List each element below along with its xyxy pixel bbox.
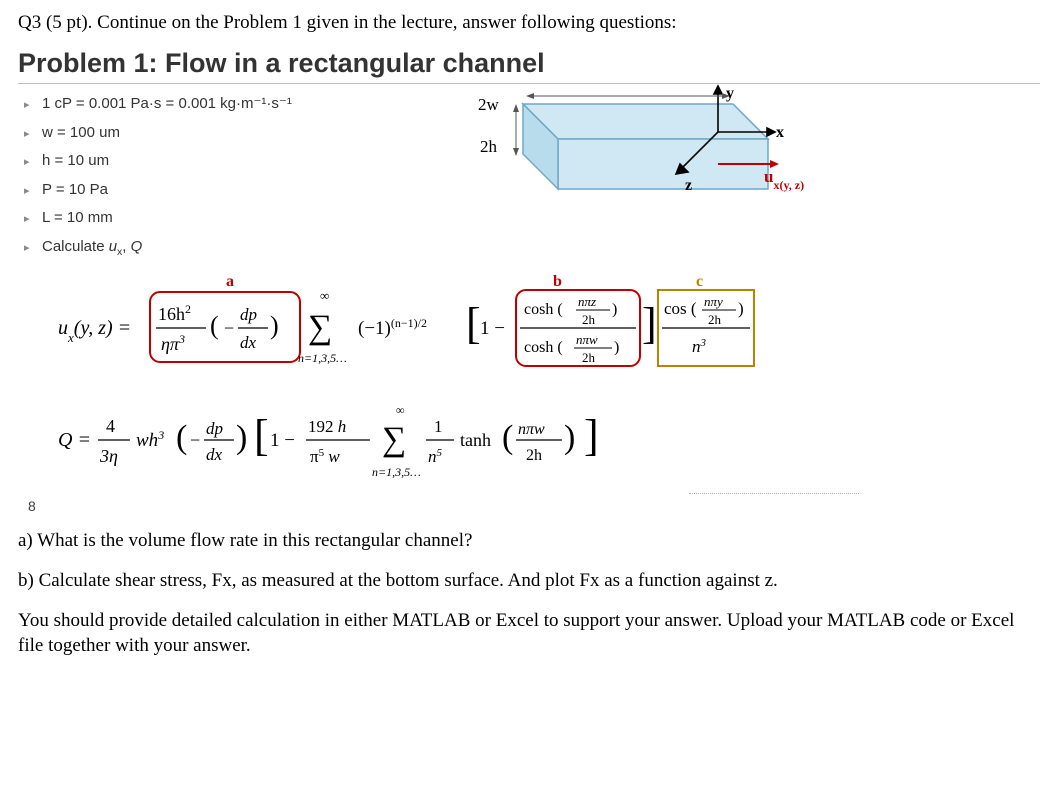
channel-diagram: y x z ux(y, z) 2w 2h — [418, 84, 838, 244]
eq1-n3: n3 — [692, 337, 707, 356]
dim-2w-label: 2w — [478, 95, 500, 114]
eq1-sum-top: ∞ — [320, 288, 329, 303]
axis-x-label: x — [776, 124, 784, 141]
eq2-rbracket: ] — [584, 411, 599, 460]
eq1-cosh-top-den: 2h — [582, 312, 596, 327]
eq2-f1top: 4 — [106, 416, 115, 436]
eq2-f1bot: 3η — [99, 446, 118, 466]
eq1-dp: dp — [240, 305, 257, 324]
eq1-lparen: ( — [210, 311, 219, 340]
channel-top-face — [523, 104, 768, 139]
eq1-power: (−1)(n−1)/2 — [358, 316, 427, 339]
dim-2h-label: 2h — [480, 137, 498, 156]
eq2-tanh-top: nπw — [518, 421, 545, 438]
problem-heading: Problem 1: Flow in a rectangular channel — [18, 48, 1040, 79]
eq1-cosh-bot-arg: nπw — [576, 332, 598, 347]
eq2-sum-top: ∞ — [396, 403, 405, 417]
eq1-neg: − — [224, 318, 234, 338]
equation-ux: a b c ux(y, z) = 16h2 ηπ3 ( − dp dx ) ∞ … — [58, 272, 1040, 388]
svg-text:): ) — [738, 299, 744, 318]
eq2-dp: dp — [206, 419, 223, 438]
eq2-wh3: wh3 — [136, 428, 164, 451]
axis-y-label: y — [726, 85, 734, 102]
eq1-sum-bot: n=1,3,5… — [298, 351, 347, 365]
eq2-f2top: 192 h — [308, 417, 346, 436]
eq2-tanh: tanh — [460, 430, 491, 450]
svg-text:): ) — [612, 301, 617, 318]
eq2-rparen: ) — [236, 419, 247, 456]
dotted-underline — [689, 493, 859, 494]
eq2-sum-bot: n=1,3,5… — [372, 465, 421, 479]
eq2-neg: − — [190, 430, 200, 450]
eq1-cosh-bot-den: 2h — [582, 350, 596, 365]
eq2-sigma: ∑ — [382, 421, 406, 458]
eq2-lparen: ( — [176, 419, 187, 456]
eq2-tanh-bot: 2h — [526, 447, 542, 464]
axis-z-label: z — [685, 177, 692, 194]
eq1-tag-a: a — [226, 273, 234, 290]
eq2-rparen2: ) — [564, 419, 575, 456]
calc-label: Calculate ux, Q — [42, 238, 142, 255]
eq1-cosh-top-arg: nπz — [578, 294, 596, 309]
eq1-lhs: ux(y, z) = — [58, 317, 131, 345]
part-a: a) What is the volume flow rate in this … — [18, 528, 1040, 554]
eq1-tag-c: c — [696, 273, 703, 290]
eq1-lbracket: [ — [466, 299, 481, 348]
eq1-one: 1 − — [480, 318, 505, 339]
eq1-frac-top: 16h2 — [158, 302, 191, 324]
part-b: b) Calculate shear stress, Fx, as measur… — [18, 568, 1040, 594]
eq2-invbot: n5 — [428, 447, 443, 466]
eq1-dx: dx — [240, 333, 257, 352]
eq1-cos-top: nπy — [704, 294, 723, 309]
question-prompt: Q3 (5 pt). Continue on the Problem 1 giv… — [18, 12, 1040, 34]
eq1-tag-b: b — [553, 273, 562, 290]
eq2-lead: 1 − — [270, 430, 295, 451]
eq2-lhs: Q = — [58, 429, 91, 451]
eq1-cos: cos ( — [664, 299, 697, 318]
eq2-dx: dx — [206, 445, 223, 464]
eq2-f2bot: π5 w — [310, 447, 340, 466]
problem-body: 1 cP = 0.001 Pa·s = 0.001 kg·m⁻¹·s⁻¹ w =… — [18, 90, 1040, 262]
eq1-cos-den: 2h — [708, 312, 722, 327]
eq2-lbracket: [ — [254, 411, 269, 460]
eq2-invtop: 1 — [434, 417, 443, 436]
eq1-cosh-top: cosh ( — [524, 301, 563, 318]
equation-Q: Q = 4 3η wh3 ( − dp dx ) [ 1 − 192 h π5 … — [58, 396, 1040, 494]
eq1-frac-bot: ηπ3 — [161, 332, 185, 354]
eq1-rparen: ) — [270, 311, 279, 340]
svg-text:): ) — [614, 339, 619, 356]
eq2-lparen2: ( — [502, 419, 513, 456]
eq1-sigma: ∑ — [308, 309, 332, 346]
slide-number: 8 — [28, 498, 1040, 514]
eq1-rbracket: ] — [642, 299, 657, 348]
ux-label: ux(y, z) — [764, 167, 804, 192]
eq1-cosh-bot: cosh ( — [524, 339, 563, 356]
instructions: You should provide detailed calculation … — [18, 608, 1040, 659]
